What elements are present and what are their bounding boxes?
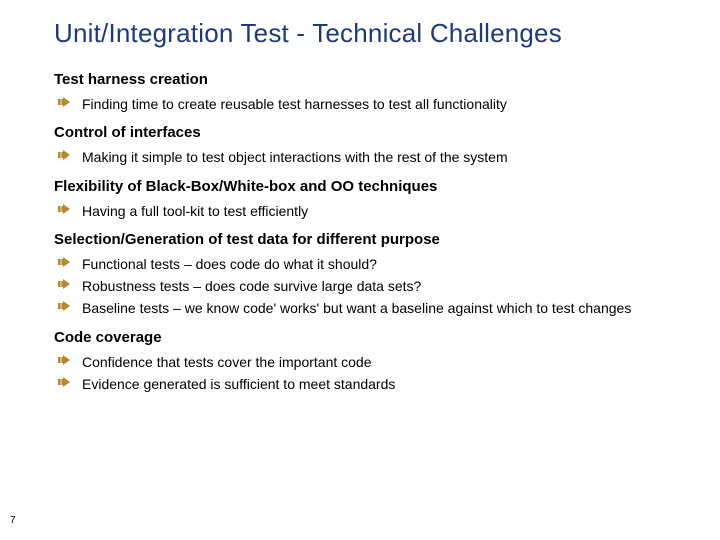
list-item: Baseline tests – we know code' works' bu…	[82, 298, 692, 318]
list-item: Evidence generated is sufficient to meet…	[82, 374, 692, 394]
section-heading: Selection/Generation of test data for di…	[54, 231, 692, 248]
slide: Unit/Integration Test - Technical Challe…	[0, 0, 720, 540]
list-item-text: Robustness tests – does code survive lar…	[82, 278, 421, 294]
section: Flexibility of Black-Box/White-box and O…	[54, 178, 692, 221]
list-item-text: Functional tests – does code do what it …	[82, 256, 377, 272]
page-number: 7	[10, 515, 16, 526]
arrow-icon	[58, 257, 72, 267]
arrow-icon	[58, 204, 72, 214]
arrow-icon	[58, 301, 72, 311]
arrow-icon	[58, 355, 72, 365]
section-heading: Flexibility of Black-Box/White-box and O…	[54, 178, 692, 195]
arrow-icon	[58, 97, 72, 107]
list-item-text: Finding time to create reusable test har…	[82, 96, 507, 112]
arrow-icon	[58, 150, 72, 160]
content-area: Test harness creation Finding time to cre…	[54, 71, 692, 394]
list-item: Robustness tests – does code survive lar…	[82, 276, 692, 296]
arrow-icon	[58, 377, 72, 387]
section: Code coverage Confidence that tests cover…	[54, 329, 692, 395]
list-item: Having a full tool-kit to test efficient…	[82, 201, 692, 221]
section: Test harness creation Finding time to cre…	[54, 71, 692, 114]
list-item-text: Making it simple to test object interact…	[82, 149, 508, 165]
list-item-text: Having a full tool-kit to test efficient…	[82, 203, 308, 219]
list-item: Finding time to create reusable test har…	[82, 94, 692, 114]
bullet-list: Finding time to create reusable test har…	[54, 94, 692, 114]
list-item-text: Evidence generated is sufficient to meet…	[82, 376, 395, 392]
arrow-icon	[58, 279, 72, 289]
section: Control of interfaces Making it simple to…	[54, 124, 692, 167]
list-item-text: Baseline tests – we know code' works' bu…	[82, 300, 631, 316]
section-heading: Code coverage	[54, 329, 692, 346]
section: Selection/Generation of test data for di…	[54, 231, 692, 319]
section-heading: Control of interfaces	[54, 124, 692, 141]
bullet-list: Functional tests – does code do what it …	[54, 254, 692, 319]
slide-title: Unit/Integration Test - Technical Challe…	[54, 18, 692, 49]
section-heading: Test harness creation	[54, 71, 692, 88]
list-item-text: Confidence that tests cover the importan…	[82, 354, 372, 370]
list-item: Making it simple to test object interact…	[82, 147, 692, 167]
bullet-list: Making it simple to test object interact…	[54, 147, 692, 167]
bullet-list: Having a full tool-kit to test efficient…	[54, 201, 692, 221]
bullet-list: Confidence that tests cover the importan…	[54, 352, 692, 395]
list-item: Functional tests – does code do what it …	[82, 254, 692, 274]
list-item: Confidence that tests cover the importan…	[82, 352, 692, 372]
